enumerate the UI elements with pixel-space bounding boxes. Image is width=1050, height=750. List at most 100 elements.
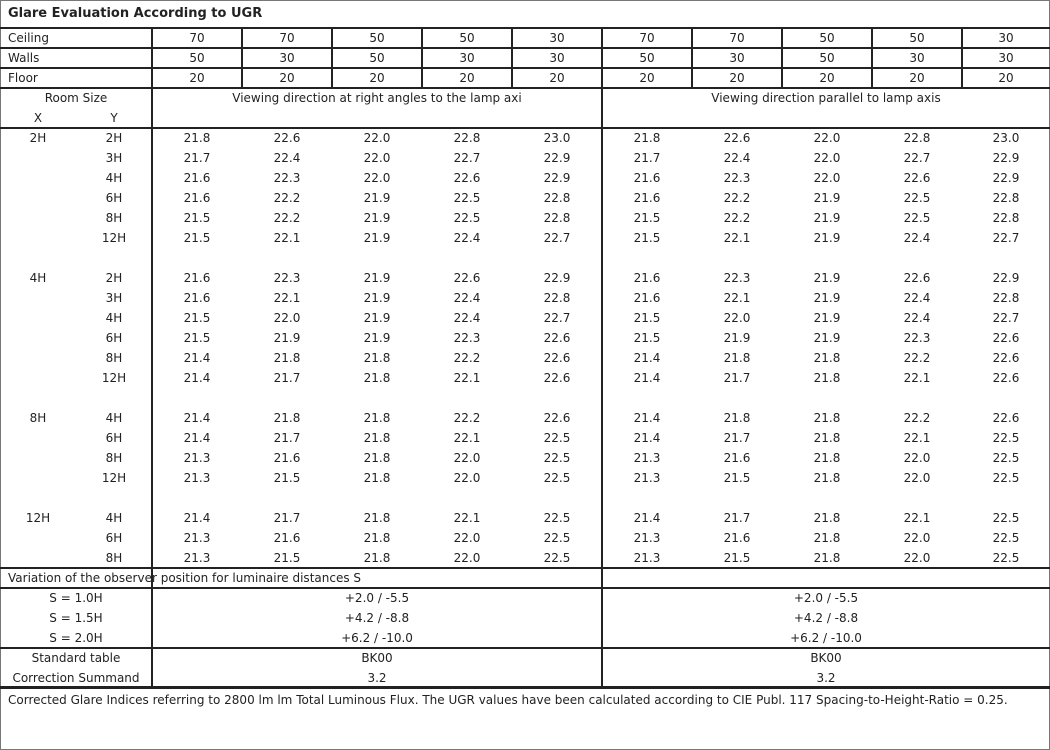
room-y: 12H: [101, 371, 127, 385]
reflectance-value: 20: [639, 71, 655, 85]
ugr-value: 21.9: [723, 331, 751, 345]
table-title: Glare Evaluation According to UGR: [8, 6, 263, 21]
ugr-value: 22.0: [903, 471, 931, 485]
reflectance-value: 70: [189, 31, 205, 45]
ugr-value: 21.6: [633, 191, 661, 205]
ugr-value: 22.2: [453, 411, 481, 425]
ugr-value: 21.4: [633, 371, 661, 385]
ugr-value: 21.9: [813, 331, 841, 345]
room-x: 8H: [29, 411, 47, 425]
ugr-value: 22.0: [813, 131, 841, 145]
reflectance-value: 20: [909, 71, 925, 85]
ugr-value: 22.6: [453, 271, 481, 285]
divider: [781, 28, 783, 88]
ugr-value: 21.5: [183, 311, 211, 325]
room-x: 12H: [25, 511, 51, 525]
ugr-value: 21.8: [813, 471, 841, 485]
ugr-value: 21.8: [363, 471, 391, 485]
ugr-value: 22.6: [903, 271, 931, 285]
ugr-value: 22.7: [992, 311, 1020, 325]
ugr-value: 22.3: [723, 271, 751, 285]
ugr-value: 21.8: [633, 131, 661, 145]
reflectance-value: 50: [909, 31, 925, 45]
room-x: 4H: [29, 271, 47, 285]
ugr-value: 22.3: [903, 331, 931, 345]
room-y: 12H: [101, 231, 127, 245]
reflectance-value: 30: [549, 51, 565, 65]
ugr-value: 21.4: [633, 511, 661, 525]
divider: [0, 567, 1050, 569]
ugr-value: 22.4: [903, 231, 931, 245]
divider: [0, 47, 1050, 49]
room-y: 6H: [105, 191, 123, 205]
reflectance-value: 20: [998, 71, 1014, 85]
ugr-value: 21.3: [633, 531, 661, 545]
ugr-value: 21.4: [633, 411, 661, 425]
ugr-value: 21.5: [183, 211, 211, 225]
ugr-value: 22.1: [453, 511, 481, 525]
right-angles-header: Viewing direction at right angles to the…: [232, 91, 522, 105]
footer-note: Corrected Glare Indices referring to 280…: [8, 693, 1008, 707]
ugr-value: 21.4: [183, 371, 211, 385]
ugr-value: 22.0: [453, 471, 481, 485]
ugr-value: 21.9: [363, 271, 391, 285]
standard-label: Correction Summand: [12, 671, 140, 685]
ugr-value: 21.5: [273, 551, 301, 565]
reflectance-value: 20: [549, 71, 565, 85]
ugr-value: 22.9: [992, 271, 1020, 285]
ugr-value: 22.8: [992, 291, 1020, 305]
ugr-value: 21.6: [723, 531, 751, 545]
ugr-value: 22.5: [453, 191, 481, 205]
ugr-value: 22.2: [723, 211, 751, 225]
ugr-value: 22.2: [453, 351, 481, 365]
divider: [0, 587, 1050, 589]
ugr-value: 21.8: [813, 411, 841, 425]
ugr-value: 21.9: [363, 331, 391, 345]
ugr-value: 22.6: [543, 351, 571, 365]
ugr-value: 22.0: [903, 551, 931, 565]
standard-parallel: BK00: [810, 651, 842, 665]
ugr-value: 22.1: [723, 291, 751, 305]
ugr-value: 22.7: [543, 311, 571, 325]
ugr-value: 22.9: [992, 171, 1020, 185]
ugr-value: 22.4: [903, 311, 931, 325]
divider: [871, 28, 873, 88]
ugr-value: 22.5: [543, 531, 571, 545]
divider: [0, 647, 1050, 649]
ugr-value: 22.2: [273, 211, 301, 225]
ugr-value: 22.0: [453, 451, 481, 465]
ugr-value: 21.5: [723, 551, 751, 565]
ugr-value: 22.6: [543, 371, 571, 385]
ugr-value: 21.8: [363, 451, 391, 465]
divider: [601, 28, 603, 88]
ugr-value: 21.5: [633, 311, 661, 325]
room-y: 2H: [105, 271, 123, 285]
ugr-value: 21.6: [633, 171, 661, 185]
ugr-value: 21.4: [183, 411, 211, 425]
standard-label: Standard table: [31, 651, 121, 665]
ugr-value: 22.1: [723, 231, 751, 245]
ugr-value: 22.3: [273, 171, 301, 185]
ugr-value: 21.5: [183, 231, 211, 245]
ugr-value: 22.6: [543, 331, 571, 345]
ugr-value: 21.9: [363, 191, 391, 205]
room-y: 2H: [105, 131, 123, 145]
ugr-value: 21.8: [183, 131, 211, 145]
divider: [601, 88, 603, 688]
reflectance-value: 20: [729, 71, 745, 85]
ugr-value: 21.3: [633, 451, 661, 465]
divider: [421, 28, 423, 88]
ugr-value: 21.8: [813, 431, 841, 445]
ugr-value: 22.9: [543, 171, 571, 185]
divider: [331, 28, 333, 88]
room-y: 4H: [105, 411, 123, 425]
ugr-value: 21.8: [363, 351, 391, 365]
ugr-value: 22.8: [992, 191, 1020, 205]
ugr-value: 22.8: [543, 291, 571, 305]
ugr-value: 22.5: [992, 431, 1020, 445]
x-label: X: [33, 111, 43, 125]
ugr-value: 21.3: [183, 551, 211, 565]
room-y: 8H: [105, 211, 123, 225]
ugr-value: 21.9: [363, 231, 391, 245]
ugr-value: 21.3: [183, 531, 211, 545]
